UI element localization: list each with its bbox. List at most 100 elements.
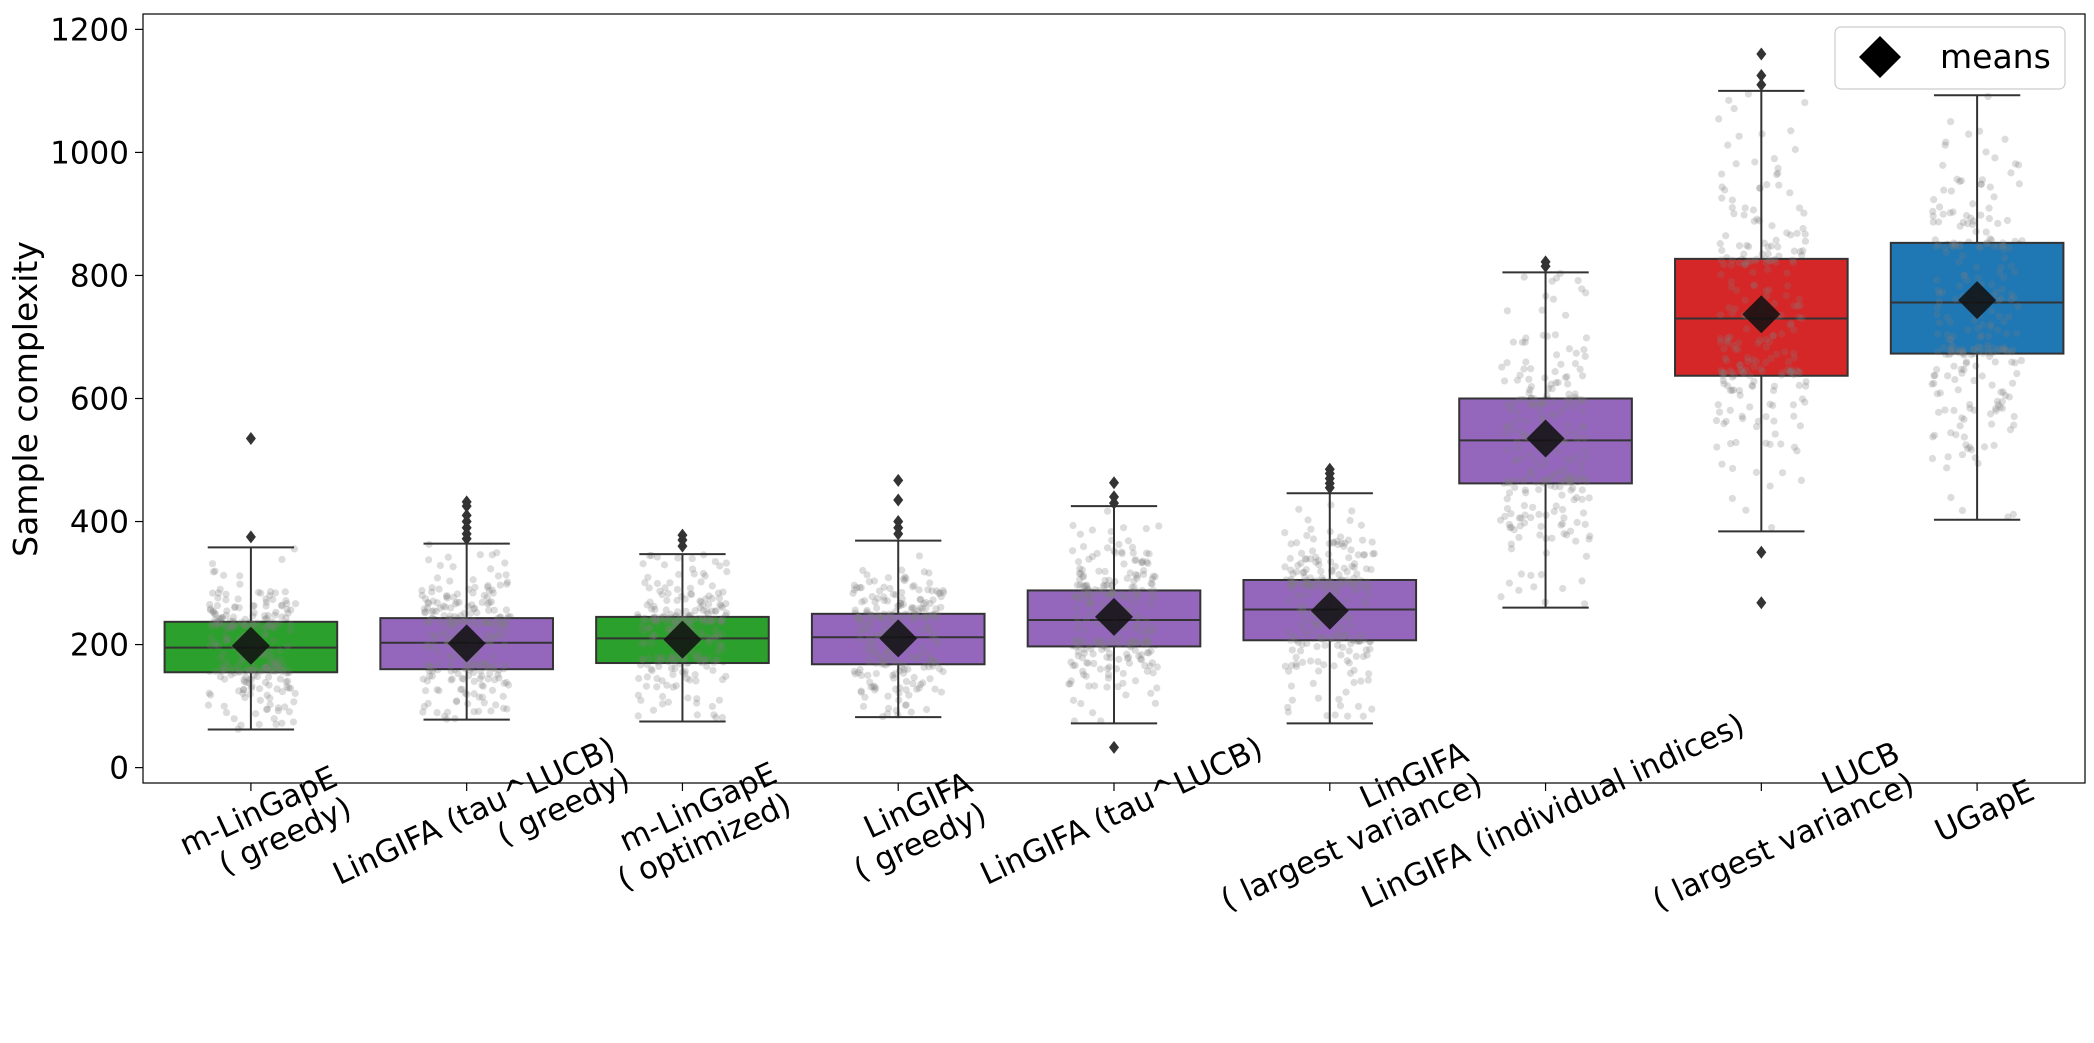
jitter-point bbox=[290, 698, 298, 706]
jitter-point bbox=[1085, 602, 1093, 610]
jitter-point bbox=[1303, 639, 1311, 648]
jitter-point bbox=[1135, 652, 1143, 660]
jitter-point bbox=[1784, 358, 1793, 366]
jitter-point bbox=[1989, 242, 1998, 250]
jitter-point bbox=[1563, 429, 1572, 437]
jitter-point bbox=[1103, 653, 1111, 661]
jitter-point bbox=[650, 632, 658, 640]
jitter-point bbox=[1295, 505, 1303, 513]
jitter-point bbox=[1135, 623, 1143, 631]
jitter-point bbox=[1943, 464, 1951, 472]
jitter-point bbox=[1346, 516, 1354, 525]
jitter-point bbox=[1328, 634, 1336, 642]
jitter-point bbox=[1550, 411, 1558, 420]
jitter-point bbox=[1325, 550, 1333, 558]
jitter-point bbox=[480, 591, 488, 600]
jitter-point bbox=[1976, 343, 1985, 352]
jitter-point bbox=[1520, 519, 1529, 527]
jitter-point bbox=[488, 620, 496, 628]
jitter-point bbox=[1341, 630, 1349, 638]
jitter-point bbox=[718, 714, 727, 722]
jitter-point bbox=[1144, 622, 1152, 630]
jitter-point bbox=[1991, 154, 1999, 162]
jitter-point bbox=[448, 616, 456, 625]
jitter-point bbox=[1105, 649, 1114, 658]
jitter-point bbox=[489, 652, 497, 661]
jitter-point bbox=[426, 640, 434, 649]
jitter-point bbox=[1130, 637, 1138, 646]
jitter-point bbox=[1509, 426, 1518, 435]
jitter-point bbox=[1555, 467, 1563, 475]
jitter-point bbox=[221, 632, 229, 640]
jitter-point bbox=[865, 640, 873, 649]
jitter-point bbox=[1795, 368, 1803, 376]
jitter-point bbox=[1347, 640, 1355, 648]
jitter-point bbox=[1313, 642, 1321, 651]
jitter-point bbox=[864, 620, 872, 628]
jitter-point bbox=[1989, 344, 1998, 352]
jitter-point bbox=[1090, 659, 1098, 668]
jitter-point bbox=[865, 658, 873, 666]
jitter-point bbox=[1772, 236, 1780, 244]
jitter-point bbox=[1550, 398, 1558, 406]
jitter-point bbox=[1143, 558, 1151, 566]
jitter-point bbox=[1768, 523, 1776, 532]
jitter-point bbox=[642, 682, 651, 690]
mean-marker bbox=[1526, 419, 1565, 458]
jitter-point bbox=[1569, 403, 1577, 411]
jitter-point bbox=[240, 678, 249, 686]
jitter-point bbox=[1995, 345, 2003, 353]
jitter-point bbox=[2011, 268, 2019, 276]
jitter-point bbox=[1560, 514, 1568, 522]
jitter-point bbox=[647, 639, 655, 648]
jitter-point bbox=[2009, 346, 2017, 354]
jitter-point bbox=[235, 604, 243, 612]
jitter-point bbox=[1977, 331, 1985, 340]
jitter-point bbox=[884, 704, 893, 713]
jitter-point bbox=[926, 652, 934, 660]
jitter-point bbox=[1802, 382, 1810, 390]
jitter-point bbox=[239, 689, 247, 698]
jitter-point bbox=[644, 655, 653, 663]
jitter-point bbox=[1365, 590, 1373, 598]
jitter-point bbox=[1551, 483, 1559, 491]
jitter-point bbox=[1972, 362, 1980, 370]
jitter-point bbox=[206, 641, 214, 650]
jitter-point bbox=[229, 620, 238, 629]
jitter-point bbox=[716, 601, 724, 609]
jitter-point bbox=[1985, 352, 1994, 361]
jitter-point bbox=[1302, 555, 1310, 563]
jitter-point bbox=[289, 718, 298, 726]
jitter-point bbox=[457, 685, 465, 694]
jitter-point bbox=[1510, 526, 1518, 534]
y-tick-label: 600 bbox=[70, 382, 129, 418]
jitter-point bbox=[1770, 331, 1778, 340]
jitter-point bbox=[1966, 404, 1974, 412]
jitter-point bbox=[490, 606, 498, 614]
jitter-point bbox=[850, 581, 859, 589]
jitter-point bbox=[1300, 568, 1308, 576]
jitter-point bbox=[1787, 127, 1795, 135]
jitter-point bbox=[1947, 336, 1955, 344]
jitter-point bbox=[1802, 378, 1810, 386]
jitter-point bbox=[915, 586, 923, 594]
jitter-point bbox=[1742, 366, 1750, 374]
jitter-point bbox=[212, 619, 220, 627]
jitter-point bbox=[1956, 177, 1964, 185]
jitter-point bbox=[1076, 564, 1084, 573]
jitter-point bbox=[711, 607, 719, 615]
jitter-point bbox=[1732, 438, 1740, 447]
jitter-point bbox=[1997, 388, 2005, 396]
jitter-point bbox=[1151, 573, 1159, 581]
jitter-point bbox=[925, 569, 933, 577]
jitter-point bbox=[1578, 577, 1586, 585]
jitter-point bbox=[1338, 581, 1346, 589]
jitter-point bbox=[1567, 398, 1575, 406]
jitter-point bbox=[230, 715, 238, 723]
jitter-point bbox=[276, 647, 284, 655]
jitter-point bbox=[1298, 658, 1307, 666]
jitter-point bbox=[1082, 672, 1090, 680]
jitter-point bbox=[432, 631, 440, 639]
jitter-point bbox=[1510, 457, 1519, 466]
